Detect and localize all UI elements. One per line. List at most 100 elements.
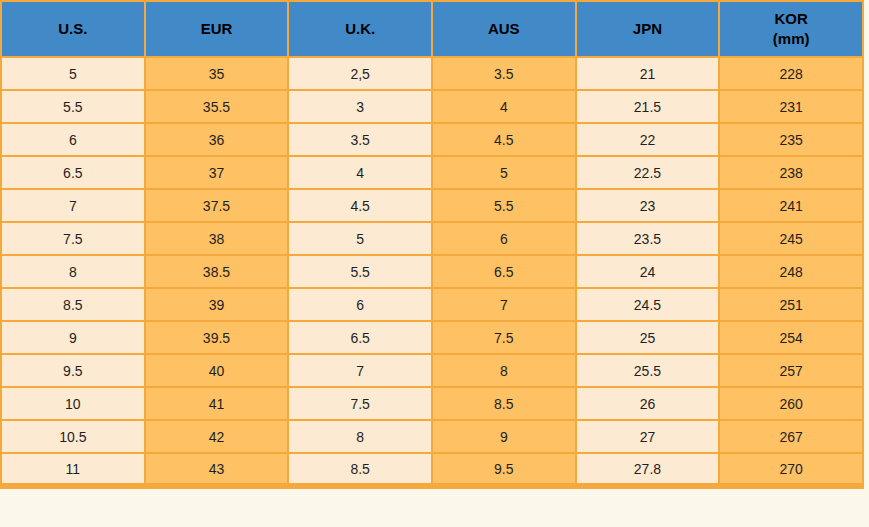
size-cell: 228 bbox=[719, 57, 863, 90]
table-row: 10417.58.526260 bbox=[1, 387, 863, 420]
size-cell: 11 bbox=[1, 453, 145, 486]
size-cell: 7 bbox=[432, 288, 576, 321]
table-row: 10.5428927267 bbox=[1, 420, 863, 453]
size-cell: 5 bbox=[432, 156, 576, 189]
size-cell: 3.5 bbox=[288, 123, 432, 156]
size-cell: 6 bbox=[1, 123, 145, 156]
column-header-jpn: JPN bbox=[576, 1, 720, 57]
size-cell: 5 bbox=[1, 57, 145, 90]
table-row: 5352,53.521228 bbox=[1, 57, 863, 90]
size-cell: 39 bbox=[145, 288, 289, 321]
size-cell: 6 bbox=[432, 222, 576, 255]
size-cell: 5 bbox=[288, 222, 432, 255]
size-cell: 38.5 bbox=[145, 255, 289, 288]
size-cell: 235 bbox=[719, 123, 863, 156]
size-cell: 9 bbox=[432, 420, 576, 453]
size-cell: 4 bbox=[288, 156, 432, 189]
size-cell: 38 bbox=[145, 222, 289, 255]
size-cell: 6.5 bbox=[1, 156, 145, 189]
size-cell: 36 bbox=[145, 123, 289, 156]
size-cell: 35 bbox=[145, 57, 289, 90]
table-header: U.S.EURU.K.AUSJPNKOR(mm) bbox=[1, 1, 863, 57]
size-cell: 4.5 bbox=[288, 189, 432, 222]
size-cell: 27.8 bbox=[576, 453, 720, 486]
size-cell: 8 bbox=[1, 255, 145, 288]
table-row: 737.54.55.523241 bbox=[1, 189, 863, 222]
size-cell: 35.5 bbox=[145, 90, 289, 123]
size-cell: 5.5 bbox=[432, 189, 576, 222]
column-header-u-s: U.S. bbox=[1, 1, 145, 57]
size-cell: 7.5 bbox=[432, 321, 576, 354]
size-cell: 42 bbox=[145, 420, 289, 453]
column-header-label: AUS bbox=[433, 19, 575, 39]
size-cell: 241 bbox=[719, 189, 863, 222]
size-cell: 6.5 bbox=[288, 321, 432, 354]
size-cell: 27 bbox=[576, 420, 720, 453]
table-row: 11438.59.527.8270 bbox=[1, 453, 863, 486]
table-row: 838.55.56.524248 bbox=[1, 255, 863, 288]
size-cell: 22 bbox=[576, 123, 720, 156]
column-header-eur: EUR bbox=[145, 1, 289, 57]
size-cell: 257 bbox=[719, 354, 863, 387]
size-cell: 260 bbox=[719, 387, 863, 420]
table-body: 5352,53.5212285.535.53421.52316363.54.52… bbox=[1, 57, 863, 486]
size-cell: 7 bbox=[1, 189, 145, 222]
size-cell: 41 bbox=[145, 387, 289, 420]
size-cell: 43 bbox=[145, 453, 289, 486]
size-cell: 26 bbox=[576, 387, 720, 420]
size-cell: 5.5 bbox=[288, 255, 432, 288]
size-cell: 40 bbox=[145, 354, 289, 387]
size-cell: 8 bbox=[288, 420, 432, 453]
size-cell: 5.5 bbox=[1, 90, 145, 123]
column-header-sublabel: (mm) bbox=[720, 29, 862, 49]
size-cell: 10 bbox=[1, 387, 145, 420]
size-cell: 22.5 bbox=[576, 156, 720, 189]
table-row: 6.5374522.5238 bbox=[1, 156, 863, 189]
table-row: 7.5385623.5245 bbox=[1, 222, 863, 255]
size-cell: 7.5 bbox=[288, 387, 432, 420]
size-cell: 37 bbox=[145, 156, 289, 189]
size-cell: 23.5 bbox=[576, 222, 720, 255]
size-cell: 267 bbox=[719, 420, 863, 453]
size-cell: 8.5 bbox=[432, 387, 576, 420]
table-row: 939.56.57.525254 bbox=[1, 321, 863, 354]
size-cell: 251 bbox=[719, 288, 863, 321]
size-cell: 2,5 bbox=[288, 57, 432, 90]
column-header-label: EUR bbox=[146, 19, 288, 39]
shoe-size-conversion-table: U.S.EURU.K.AUSJPNKOR(mm) 5352,53.5212285… bbox=[0, 0, 864, 489]
size-cell: 8.5 bbox=[1, 288, 145, 321]
size-cell: 7 bbox=[288, 354, 432, 387]
size-cell: 9.5 bbox=[432, 453, 576, 486]
header-row: U.S.EURU.K.AUSJPNKOR(mm) bbox=[1, 1, 863, 57]
size-cell: 10.5 bbox=[1, 420, 145, 453]
size-cell: 21.5 bbox=[576, 90, 720, 123]
size-cell: 23 bbox=[576, 189, 720, 222]
size-cell: 245 bbox=[719, 222, 863, 255]
size-cell: 24 bbox=[576, 255, 720, 288]
size-cell: 37.5 bbox=[145, 189, 289, 222]
table-row: 6363.54.522235 bbox=[1, 123, 863, 156]
size-cell: 21 bbox=[576, 57, 720, 90]
size-cell: 3 bbox=[288, 90, 432, 123]
size-cell: 254 bbox=[719, 321, 863, 354]
table-row: 9.5407825.5257 bbox=[1, 354, 863, 387]
size-cell: 248 bbox=[719, 255, 863, 288]
size-cell: 39.5 bbox=[145, 321, 289, 354]
size-cell: 6 bbox=[288, 288, 432, 321]
size-cell: 7.5 bbox=[1, 222, 145, 255]
size-cell: 4.5 bbox=[432, 123, 576, 156]
page: U.S.EURU.K.AUSJPNKOR(mm) 5352,53.5212285… bbox=[0, 0, 869, 489]
column-header-label: JPN bbox=[577, 19, 719, 39]
size-cell: 8 bbox=[432, 354, 576, 387]
size-cell: 25 bbox=[576, 321, 720, 354]
size-cell: 6.5 bbox=[432, 255, 576, 288]
size-cell: 231 bbox=[719, 90, 863, 123]
size-cell: 8.5 bbox=[288, 453, 432, 486]
size-cell: 3.5 bbox=[432, 57, 576, 90]
size-cell: 24.5 bbox=[576, 288, 720, 321]
table-row: 5.535.53421.5231 bbox=[1, 90, 863, 123]
size-cell: 4 bbox=[432, 90, 576, 123]
column-header-label: U.K. bbox=[289, 19, 431, 39]
column-header-aus: AUS bbox=[432, 1, 576, 57]
size-cell: 9.5 bbox=[1, 354, 145, 387]
